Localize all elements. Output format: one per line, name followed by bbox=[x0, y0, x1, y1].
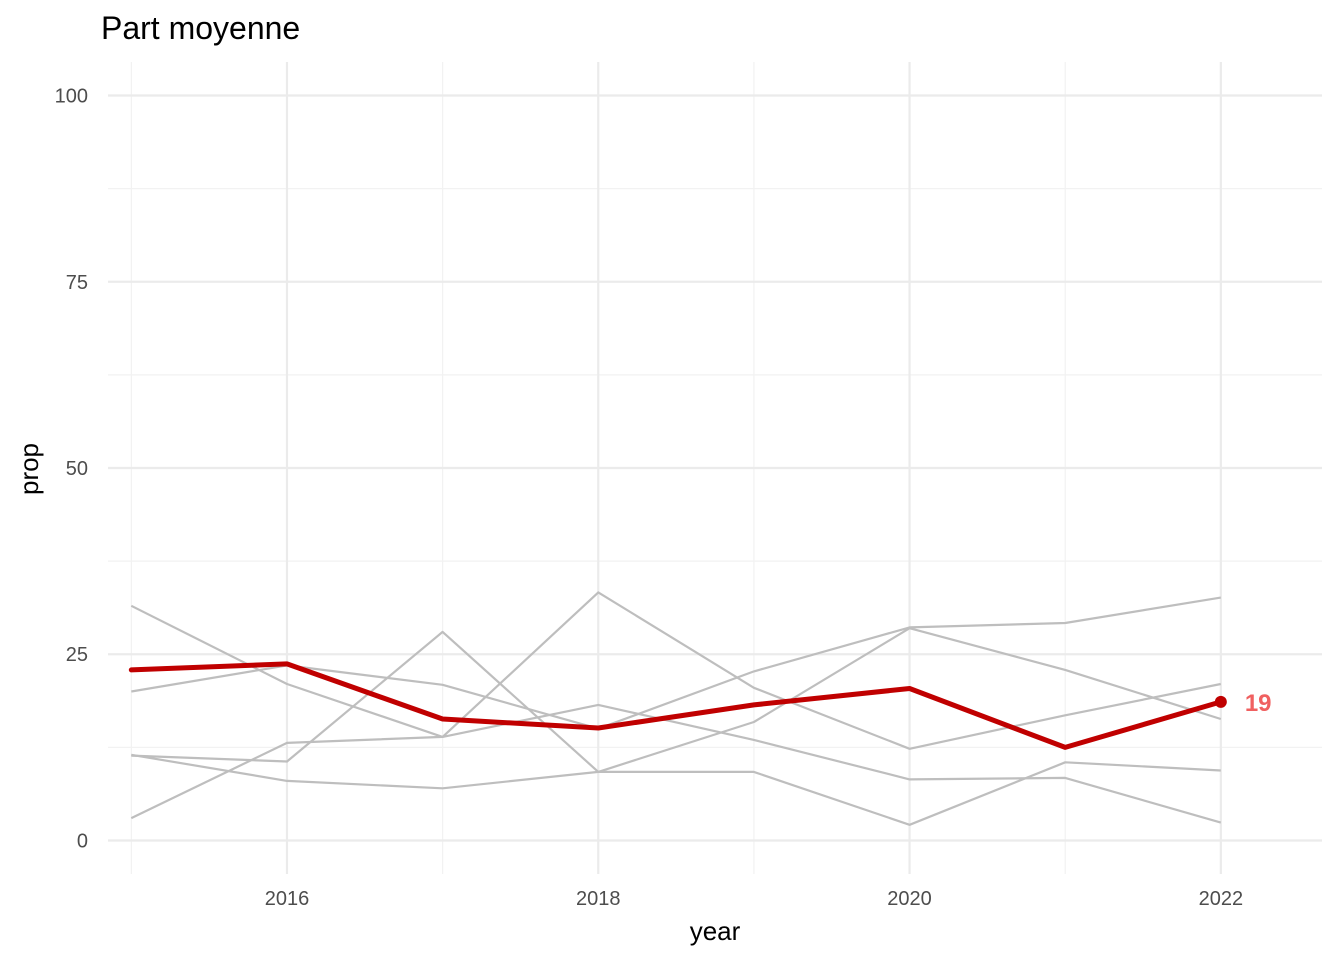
context-series-line bbox=[130, 604, 1222, 824]
context-series-line bbox=[130, 591, 1222, 820]
major-gridlines bbox=[108, 62, 1322, 874]
context-series-group bbox=[130, 591, 1222, 826]
highlight-series-line bbox=[128, 661, 1224, 750]
y-tick-label: 50 bbox=[66, 458, 88, 480]
x-tick-label: 2018 bbox=[576, 888, 621, 910]
context-series-line bbox=[131, 630, 1221, 826]
chart-title: Part moyenne bbox=[101, 10, 300, 46]
highlight-end-label: 19 bbox=[1245, 690, 1272, 717]
y-tick-label: 0 bbox=[77, 830, 88, 852]
x-axis-title: year bbox=[690, 916, 741, 946]
highlight-series-group: 19 bbox=[128, 661, 1272, 750]
y-axis-title: prop bbox=[14, 443, 44, 495]
context-series-line bbox=[131, 596, 1221, 730]
x-axis-tick-labels: 2016 2018 2020 2022 bbox=[265, 888, 1243, 910]
x-tick-label: 2022 bbox=[1199, 888, 1244, 910]
x-tick-label: 2016 bbox=[265, 888, 310, 910]
y-tick-label: 25 bbox=[66, 644, 88, 666]
context-series-line bbox=[131, 627, 1222, 790]
x-tick-label: 2020 bbox=[887, 888, 932, 910]
highlight-end-point bbox=[1214, 695, 1227, 708]
y-axis-tick-labels: 0 25 50 75 100 bbox=[55, 86, 88, 853]
y-tick-label: 100 bbox=[55, 86, 88, 108]
y-tick-label: 75 bbox=[66, 272, 88, 294]
